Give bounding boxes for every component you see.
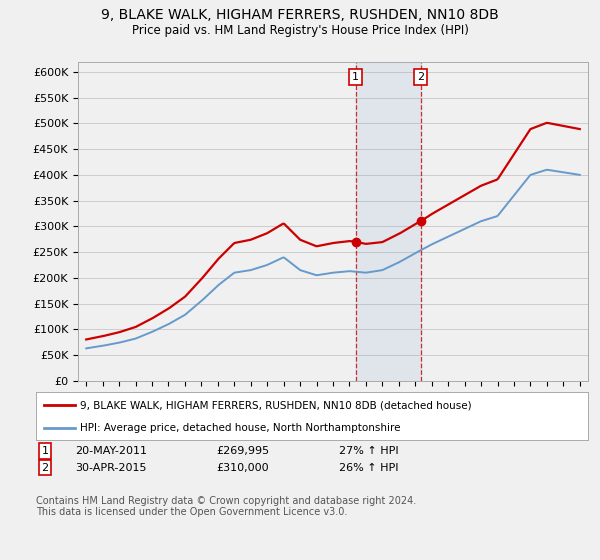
- Text: 1: 1: [41, 446, 49, 456]
- Text: 9, BLAKE WALK, HIGHAM FERRERS, RUSHDEN, NN10 8DB: 9, BLAKE WALK, HIGHAM FERRERS, RUSHDEN, …: [101, 8, 499, 22]
- Text: 30-APR-2015: 30-APR-2015: [75, 463, 146, 473]
- Text: 20-MAY-2011: 20-MAY-2011: [75, 446, 147, 456]
- Text: 27% ↑ HPI: 27% ↑ HPI: [339, 446, 398, 456]
- Text: 2: 2: [417, 72, 424, 82]
- Text: £269,995: £269,995: [216, 446, 269, 456]
- Text: 9, BLAKE WALK, HIGHAM FERRERS, RUSHDEN, NN10 8DB (detached house): 9, BLAKE WALK, HIGHAM FERRERS, RUSHDEN, …: [80, 400, 472, 410]
- Text: 2: 2: [41, 463, 49, 473]
- Text: HPI: Average price, detached house, North Northamptonshire: HPI: Average price, detached house, Nort…: [80, 423, 401, 433]
- Text: 26% ↑ HPI: 26% ↑ HPI: [339, 463, 398, 473]
- Text: Contains HM Land Registry data © Crown copyright and database right 2024.
This d: Contains HM Land Registry data © Crown c…: [36, 496, 416, 517]
- Text: 1: 1: [352, 72, 359, 82]
- Text: Price paid vs. HM Land Registry's House Price Index (HPI): Price paid vs. HM Land Registry's House …: [131, 24, 469, 36]
- Text: £310,000: £310,000: [216, 463, 269, 473]
- Bar: [356, 62, 421, 381]
